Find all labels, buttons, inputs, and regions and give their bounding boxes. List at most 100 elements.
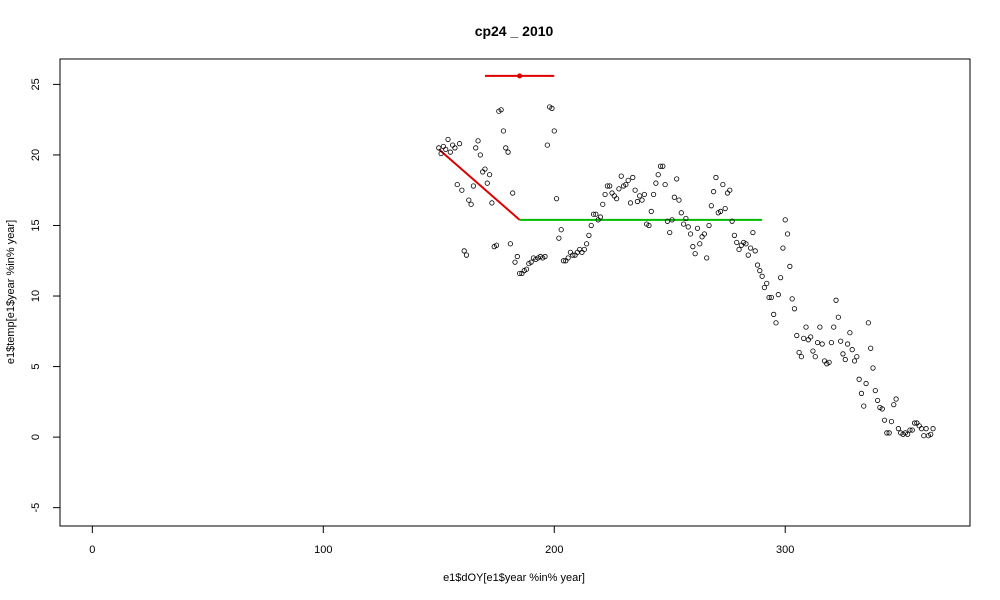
data-point xyxy=(798,354,804,360)
data-points xyxy=(436,104,936,439)
data-point xyxy=(893,396,899,402)
data-point xyxy=(840,351,846,357)
data-point xyxy=(905,431,911,437)
data-point xyxy=(694,225,701,231)
data-point xyxy=(789,296,795,302)
data-point xyxy=(551,128,557,134)
chart-title: cp24 _ 2010 xyxy=(475,23,554,39)
y-axis-title: e1$temp[e1$year %in% year] xyxy=(5,220,17,364)
data-point xyxy=(618,173,624,179)
data-point xyxy=(558,227,564,233)
data-point xyxy=(565,255,571,261)
x-axis: 0 100 200 300 xyxy=(89,525,794,556)
data-point xyxy=(583,241,590,247)
data-point xyxy=(891,402,897,408)
data-point xyxy=(771,311,777,317)
data-point xyxy=(542,253,548,260)
data-point xyxy=(664,218,671,224)
data-point xyxy=(812,354,818,360)
data-point xyxy=(729,218,735,224)
data-point xyxy=(782,217,788,223)
data-point xyxy=(909,427,915,433)
data-point xyxy=(791,306,798,312)
data-point xyxy=(692,251,698,257)
data-point xyxy=(921,433,927,439)
x-tick-label: 300 xyxy=(776,544,794,556)
data-point xyxy=(528,259,534,265)
data-point xyxy=(856,376,862,382)
data-point xyxy=(683,215,689,222)
data-point xyxy=(614,196,620,202)
y-tick-label: 10 xyxy=(30,290,42,302)
data-point xyxy=(646,222,652,229)
data-point xyxy=(713,174,719,181)
data-point xyxy=(810,348,816,354)
data-point xyxy=(928,431,934,437)
data-point xyxy=(440,143,447,150)
plot-frame xyxy=(59,58,971,527)
y-axis: -5 0 5 10 15 20 25 xyxy=(30,76,61,513)
data-point xyxy=(727,187,733,193)
data-point xyxy=(875,397,881,404)
y-tick-label: 20 xyxy=(30,149,42,161)
data-point xyxy=(477,152,483,158)
x-tick-label: 100 xyxy=(314,544,332,556)
data-point xyxy=(773,320,779,326)
data-point xyxy=(637,193,643,199)
data-point xyxy=(711,189,717,195)
data-point xyxy=(662,181,668,188)
data-point xyxy=(831,324,837,330)
data-point xyxy=(676,197,682,203)
data-point xyxy=(817,324,823,330)
data-point xyxy=(604,183,610,189)
y-tick-label: 15 xyxy=(30,219,42,231)
data-point xyxy=(768,294,774,301)
data-point xyxy=(930,426,936,432)
data-point xyxy=(632,187,638,193)
data-point xyxy=(761,284,768,291)
data-point xyxy=(734,239,740,246)
data-point xyxy=(674,176,680,182)
data-point xyxy=(498,107,504,113)
data-point xyxy=(653,180,659,186)
data-point xyxy=(447,149,453,155)
data-point xyxy=(745,252,751,258)
data-point xyxy=(895,426,902,432)
data-point xyxy=(507,241,513,247)
data-point xyxy=(438,150,444,157)
data-point xyxy=(463,252,470,258)
data-point xyxy=(454,181,460,188)
data-point xyxy=(854,354,860,360)
data-point xyxy=(851,358,858,364)
data-point xyxy=(466,197,472,203)
data-point xyxy=(861,403,867,409)
data-point xyxy=(704,255,710,261)
data-point xyxy=(784,231,791,237)
data-point xyxy=(523,266,530,272)
data-point xyxy=(879,406,885,412)
data-point xyxy=(600,201,606,207)
data-point xyxy=(826,359,832,365)
y-tick-label: -5 xyxy=(30,503,42,513)
data-point xyxy=(752,248,758,254)
data-point xyxy=(803,324,809,330)
x-axis-title: e1$dOY[e1$year %in% year] xyxy=(443,572,585,584)
data-point xyxy=(796,349,802,356)
peak-range-marker xyxy=(517,73,523,79)
data-point xyxy=(868,345,874,351)
data-point xyxy=(886,430,892,436)
data-point xyxy=(443,146,449,152)
x-tick-label: 0 xyxy=(89,544,95,556)
data-point xyxy=(747,245,754,251)
data-point xyxy=(660,163,666,169)
data-point xyxy=(865,320,871,326)
data-point xyxy=(544,142,550,148)
data-point xyxy=(590,211,597,217)
data-point xyxy=(456,141,463,147)
data-point xyxy=(459,187,465,193)
data-point xyxy=(648,208,654,214)
x-tick-label: 200 xyxy=(545,544,563,556)
data-point xyxy=(461,248,467,254)
data-point xyxy=(720,181,726,188)
data-point xyxy=(736,246,742,253)
